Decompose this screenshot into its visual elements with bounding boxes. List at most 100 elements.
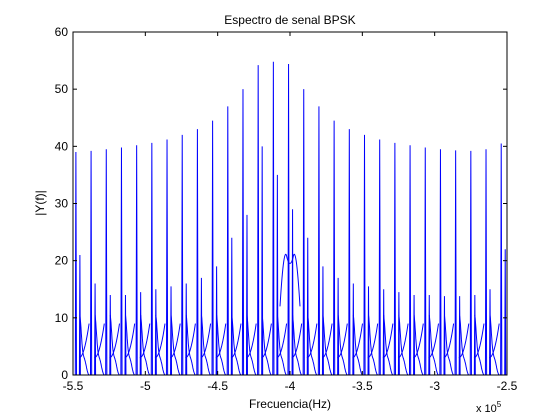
spectrum-spike (165, 139, 169, 376)
x-tick-label: -5 (140, 379, 151, 393)
y-tick-label: 30 (55, 197, 69, 211)
spectrum-decay-curve (200, 314, 211, 376)
spectrum-sidelobe-spike (443, 296, 446, 376)
spectrum-sidelobe-spike (413, 294, 416, 376)
spectrum-sidelobe-spike (504, 249, 507, 376)
y-tick-label: 60 (55, 25, 69, 39)
spectrum-decay-curve (276, 314, 287, 376)
spectrum-decay-curve (185, 314, 196, 376)
spectrum-sidelobe-spike (489, 289, 492, 376)
y-tick-label: 0 (61, 368, 68, 382)
spectrum-rise-curve (306, 323, 318, 359)
spectrum-spike (105, 149, 108, 376)
spectrum-decay-curve (383, 314, 394, 376)
spectrum-rise-curve (489, 323, 500, 359)
spectrum-spike (317, 106, 321, 376)
spectrum-spike (348, 129, 351, 376)
spectrum-decay-curve (307, 314, 318, 376)
spectrum-spike (408, 145, 412, 376)
spectrum-rise-curve (276, 323, 288, 359)
spectrum-decay-curve (368, 314, 378, 376)
spectrum-sidelobe-spike (78, 254, 81, 376)
spectrum-rise-curve (124, 323, 136, 359)
spectrum-spike (181, 134, 184, 376)
plot-frame (72, 31, 508, 376)
spectrum-rise-curve (154, 323, 166, 359)
spectrum-rise-curve (78, 323, 90, 359)
x-tick-label: -4.5 (207, 379, 228, 393)
spectrum-sidelobe-spike (276, 174, 279, 376)
spectrum-spike (272, 61, 275, 376)
spectrum-spike (196, 129, 199, 376)
spectrum-rise-curve (215, 323, 227, 359)
spectrum-rise-curve (230, 323, 242, 359)
spectrum-sidelobe-spike (428, 294, 431, 376)
spectrum-sidelobe-spike (139, 292, 142, 376)
spectrum-sidelobe-spike (337, 277, 340, 376)
x-exponent-label: x 105 (476, 400, 502, 415)
spectrum-decay-curve (246, 314, 257, 376)
y-tick-label: 20 (55, 254, 69, 268)
spectrum-sidelobe-spike (352, 283, 355, 376)
spectrum-spike (454, 150, 457, 376)
spectrum-rise-curve (473, 323, 485, 359)
spectrum-rise-curve (443, 323, 455, 359)
y-tick-label: 40 (55, 139, 69, 153)
spectrum-decay-curve (292, 314, 303, 376)
spectrum-rise-curve (367, 323, 379, 359)
spectrum-spike (393, 142, 396, 376)
spectrum-rise-curve (94, 323, 105, 359)
spectrum-decay-curve (444, 315, 454, 376)
spectrum-sidelobe-spike (367, 286, 370, 376)
spectrum-decay-curve (459, 315, 470, 376)
spectrum-decay-curve (140, 314, 151, 376)
x-tick-label: -3.5 (352, 379, 373, 393)
spectrum-rise-curve (109, 323, 120, 359)
spectrum-spike (241, 89, 245, 376)
spectrum-decay-curve (170, 314, 181, 376)
spectrum-sidelobe-spike (170, 286, 173, 376)
spectrum-spike (257, 65, 260, 376)
spectrum-decay-curve (398, 314, 409, 376)
plot-area (72, 31, 508, 376)
spectrum-spike (226, 106, 229, 376)
spectrum-rise-curve (139, 323, 151, 359)
spectrum-spike (211, 120, 214, 376)
chart-title: Espectro de senal BPSK (224, 13, 355, 27)
spectrum-sidelobe-spike (261, 146, 264, 376)
spectrum-sidelobe-spike (94, 283, 97, 376)
spectrum-spike (74, 152, 77, 376)
spectrum-sidelobe-spike (321, 266, 324, 376)
spectrum-series (74, 61, 507, 376)
x-tick-label: -5.5 (63, 379, 84, 393)
spectrum-decay-curve (231, 314, 242, 376)
spectrum-decay-curve (428, 314, 439, 376)
x-tick-label: -3 (429, 379, 440, 393)
y-axis-label: |Y(f)| (33, 190, 47, 216)
spectrum-rise-curve (337, 323, 348, 359)
spectrum-sidelobe-spike (124, 294, 127, 376)
spectrum-decay-curve (125, 314, 135, 376)
spectrum-sidelobe-spike (473, 294, 476, 376)
spectrum-decay-curve (216, 314, 227, 376)
spectrum-spike (120, 147, 123, 376)
spectrum-spike (378, 139, 381, 376)
spectrum-rise-curve (382, 323, 394, 359)
spectrum-spike (439, 149, 442, 376)
spectrum-rise-curve (352, 323, 363, 359)
spectrum-decay-curve (79, 314, 90, 376)
spectrum-spike (287, 64, 290, 376)
spectrum-decay-curve (489, 314, 500, 376)
x-tick-label: -2.5 (497, 379, 518, 393)
x-axis-label: Frecuencia(Hz) (249, 397, 331, 411)
spectrum-decay-curve (352, 314, 363, 376)
spectrum-decay-curve (474, 314, 485, 376)
spectrum-decay-curve (337, 314, 348, 376)
spectrum-sidelobe-spike (397, 292, 400, 376)
spectrum-spike (302, 89, 305, 376)
spectrum-decay-curve (322, 314, 333, 376)
spectrum-sidelobe-spike (185, 283, 188, 376)
spectrum-rise-curve (185, 323, 196, 359)
spectrum-sidelobe-spike (109, 294, 112, 376)
spectrum-sidelobe-spike (230, 237, 233, 376)
